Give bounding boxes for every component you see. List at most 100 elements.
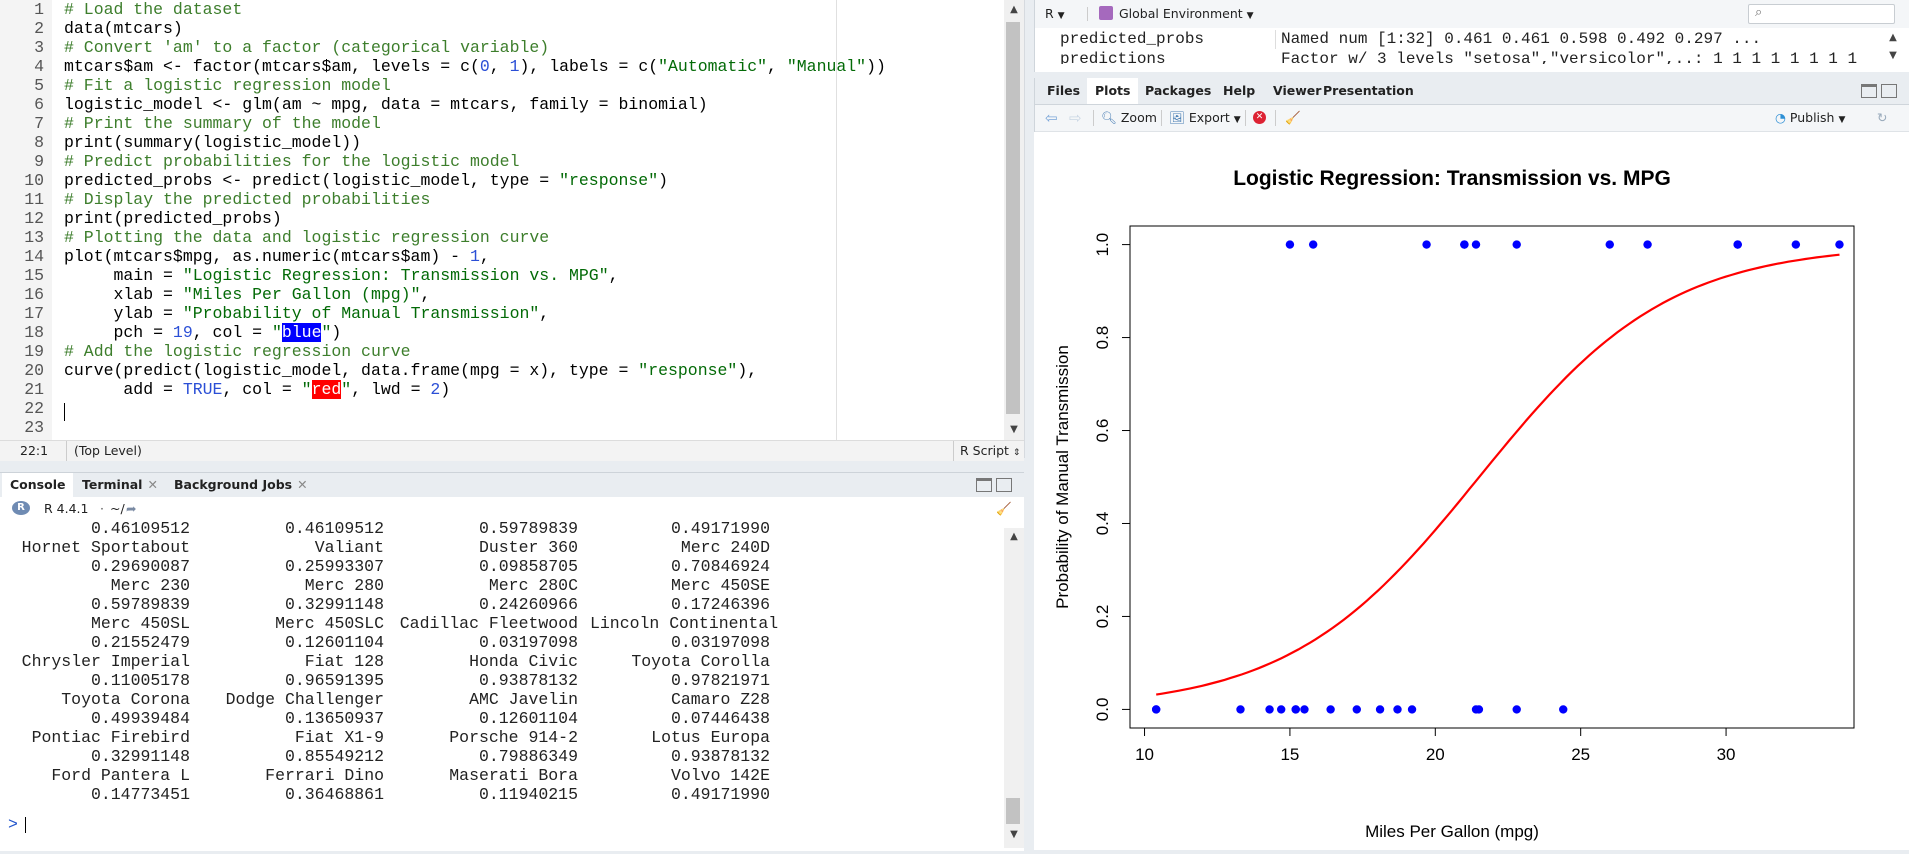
console-cell: 0.29690087 bbox=[90, 557, 190, 576]
scroll-down-icon[interactable]: ▼ bbox=[1010, 829, 1018, 840]
console-cell: 0.49171990 bbox=[670, 519, 770, 538]
line-number: 2 bbox=[34, 19, 44, 38]
line-number: 22 bbox=[24, 399, 44, 418]
console-row: 0.11005178 0.96591395 0.93878132 0.97821971 bbox=[0, 671, 1000, 690]
scroll-up-icon[interactable]: ▲ bbox=[1889, 32, 1897, 43]
line-number: 1 bbox=[34, 0, 44, 19]
editor-scroll-thumb[interactable] bbox=[1006, 22, 1020, 414]
code-token: ) bbox=[331, 323, 342, 342]
code-area[interactable]: # Load the dataset data(mtcars) # Convert … bbox=[64, 0, 1004, 440]
close-icon[interactable]: ✕ bbox=[297, 477, 308, 492]
console-row: 0.29690087 0.25993307 0.09858705 0.70846924 bbox=[0, 557, 1000, 576]
code-line: # Load the dataset bbox=[64, 0, 242, 19]
data-point-manual bbox=[1605, 240, 1614, 249]
console-row: Merc 230 Merc 280 Merc 280C Merc 450SE bbox=[0, 576, 1000, 595]
toolbar-divider bbox=[1087, 7, 1088, 21]
code-token: xlab = bbox=[64, 285, 183, 304]
code-line: main = "Logistic Regression: Transmissio… bbox=[64, 266, 619, 285]
line-number: 21 bbox=[24, 380, 44, 399]
code-line: print(summary(logistic_model)) bbox=[64, 133, 361, 152]
tab-viewer[interactable]: Viewer bbox=[1273, 83, 1322, 98]
console-cell: 0.96591395 bbox=[284, 671, 384, 690]
code-token: , bbox=[420, 285, 431, 304]
search-input[interactable]: ⌕ bbox=[1748, 4, 1895, 24]
source-editor[interactable]: 1 2 3 4 5 6 7 8 9 10 11 12 13 14 15 16 17 18 19 20 21 22 23 # … bbox=[0, 0, 1025, 461]
publish-button[interactable]: ◔ Publish ▼ bbox=[1775, 105, 1845, 133]
code-token: , bbox=[479, 247, 490, 266]
magnifier-icon: 🔍︎ bbox=[1101, 110, 1117, 125]
console-cell: 0.59789839 bbox=[90, 595, 190, 614]
console-cell: 0.32991148 bbox=[284, 595, 384, 614]
code-token: , bbox=[608, 266, 619, 285]
console-prompt: > bbox=[8, 815, 18, 834]
tab-background-jobs[interactable]: Background Jobs ✕ bbox=[166, 473, 316, 497]
status-divider bbox=[66, 441, 67, 461]
clear-console-icon[interactable]: 🧹 bbox=[996, 501, 1012, 516]
line-number: 20 bbox=[24, 361, 44, 380]
tab-terminal[interactable]: Terminal ✕ bbox=[74, 473, 166, 497]
environment-selector[interactable]: Global Environment ▼ bbox=[1119, 0, 1254, 30]
scope-selector[interactable]: (Top Level) bbox=[74, 443, 142, 458]
back-arrow-icon[interactable]: ⇦ bbox=[1045, 109, 1058, 127]
tab-console[interactable]: Console bbox=[2, 473, 74, 497]
maximize-icon[interactable] bbox=[1881, 84, 1897, 98]
tab-files[interactable]: Files bbox=[1047, 83, 1081, 98]
minimize-icon[interactable] bbox=[976, 478, 992, 492]
tab-packages[interactable]: Packages bbox=[1145, 83, 1212, 98]
code-token: ) bbox=[658, 171, 669, 190]
line-number: 7 bbox=[34, 114, 44, 133]
code-line: curve(predict(logistic_model, data.frame… bbox=[64, 361, 757, 380]
console-cell: Camaro Z28 bbox=[670, 690, 770, 709]
console-scrollbar[interactable] bbox=[1004, 528, 1024, 848]
zoom-button[interactable]: 🔍︎ Zoom bbox=[1101, 105, 1157, 131]
remove-plot-icon[interactable]: ✕ bbox=[1253, 111, 1266, 124]
code-token: # Display the predicted probabilities bbox=[64, 190, 431, 209]
line-number: 14 bbox=[24, 247, 44, 266]
tab-plots[interactable]: Plots bbox=[1087, 78, 1139, 104]
console-cell: 0.79886349 bbox=[478, 747, 578, 766]
console-scroll-thumb[interactable] bbox=[1006, 798, 1020, 824]
code-token: "response" bbox=[559, 171, 659, 190]
env-var-name: predictions bbox=[1060, 50, 1166, 64]
code-line: # Print the summary of the model bbox=[64, 114, 381, 133]
env-row-predicted-probs[interactable]: predicted_probs Named num [1:32] 0.461 0… bbox=[1035, 30, 1885, 49]
code-token: TRUE bbox=[182, 380, 223, 399]
y-tick-label: 0.2 bbox=[1093, 605, 1112, 629]
export-button[interactable]: 🖼︎ Export ▼ bbox=[1169, 105, 1241, 133]
console-cell: Hornet Sportabout bbox=[21, 538, 190, 557]
code-token: # Convert 'am' to a factor (categorical … bbox=[64, 38, 550, 57]
code-token: # Plotting the data and logistic regress… bbox=[64, 228, 550, 247]
code-token: 1 bbox=[509, 57, 520, 76]
code-line: # Fit a logistic regression model bbox=[64, 76, 391, 95]
console-cell: Chrysler Imperial bbox=[21, 652, 190, 671]
scroll-up-icon[interactable]: ▲ bbox=[1010, 4, 1018, 15]
minimize-icon[interactable] bbox=[1861, 84, 1877, 98]
scroll-down-icon[interactable]: ▼ bbox=[1889, 50, 1897, 61]
forward-arrow-icon[interactable]: ⇨ bbox=[1069, 109, 1082, 127]
code-token: red bbox=[311, 380, 342, 399]
refresh-icon[interactable]: ↻ bbox=[1877, 110, 1888, 125]
scroll-up-icon[interactable]: ▲ bbox=[1010, 531, 1018, 542]
close-icon[interactable]: ✕ bbox=[147, 477, 158, 492]
code-token: "Manual" bbox=[786, 57, 867, 76]
environment-icon bbox=[1099, 6, 1113, 20]
scroll-down-icon[interactable]: ▼ bbox=[1010, 424, 1018, 435]
broom-icon[interactable]: 🧹 bbox=[1285, 110, 1301, 125]
console-cell: Valiant bbox=[314, 538, 384, 557]
code-token: "Logistic Regression: Transmission vs. M… bbox=[182, 266, 609, 285]
console-row: Ford Pantera L Ferrari Dino Maserati Bora V… bbox=[0, 766, 1000, 785]
code-token: "Probability of Manual Transmission" bbox=[182, 304, 540, 323]
console-output[interactable]: 0.46109512 0.46109512 0.59789839 0.49171990… bbox=[0, 519, 1004, 853]
goto-directory-icon[interactable]: ➦ bbox=[126, 501, 137, 516]
file-type-selector[interactable]: R Script ⇕ bbox=[960, 441, 1020, 463]
code-token: 0 bbox=[479, 57, 490, 76]
console-row: 0.14773451 0.36468861 0.11940215 0.49171990 bbox=[0, 785, 1000, 804]
data-point-automatic bbox=[1265, 705, 1274, 714]
data-point-automatic bbox=[1474, 705, 1484, 714]
tab-presentation[interactable]: Presentation bbox=[1323, 83, 1414, 98]
language-selector[interactable]: R ▼ bbox=[1045, 0, 1065, 30]
console-cursor bbox=[25, 817, 26, 833]
env-row-predictions[interactable]: predictions Factor w/ 3 levels "setosa",… bbox=[1035, 50, 1885, 64]
tab-help[interactable]: Help bbox=[1223, 83, 1256, 98]
maximize-icon[interactable] bbox=[996, 478, 1012, 492]
